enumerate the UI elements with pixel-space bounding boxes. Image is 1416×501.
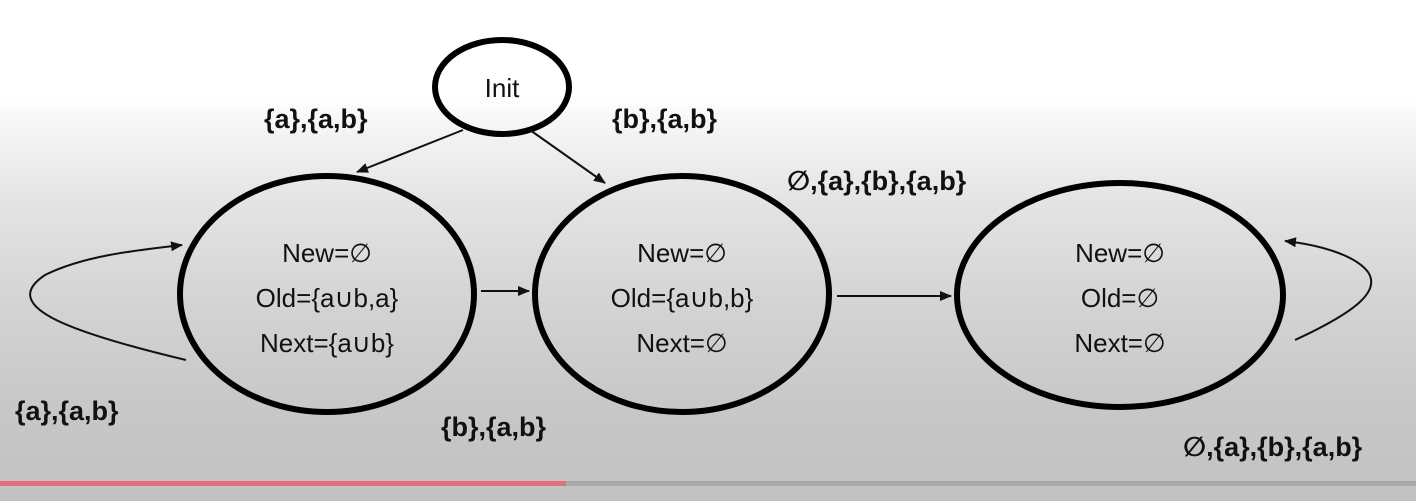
node-state-2: New=∅ Old={a∪b,b} Next=∅	[532, 173, 832, 415]
edge-state-3-self-loop	[1284, 237, 1373, 341]
node-state-2-old: Old={a∪b,b}	[611, 283, 754, 313]
node-state-1: New=∅ Old={a∪b,a} Next={a∪b}	[177, 173, 477, 415]
node-state-2-shape	[532, 173, 832, 415]
node-state-1-new: New=∅	[282, 238, 372, 268]
edge-label-init-to-state-2: {b},{a,b}	[612, 104, 718, 134]
node-init: Init	[432, 37, 572, 137]
edge-label-state-3-self-loop: ∅,{a},{b},{a,b}	[1183, 432, 1363, 462]
edge-init-to-state-2	[529, 129, 606, 184]
edge-init-to-state-1	[356, 129, 464, 173]
node-state-2-new: New=∅	[637, 238, 727, 268]
node-state-3-new: New=∅	[1075, 238, 1165, 268]
edge-label-state-1-to-state-2: {b},{a,b}	[441, 412, 547, 442]
node-state-3-next: Next=∅	[1074, 328, 1165, 358]
node-state-1-old: Old={a∪b,a}	[256, 283, 399, 313]
node-state-3-old: Old=∅	[1081, 283, 1159, 313]
node-init-shape	[432, 37, 572, 137]
edge-state-1-self-loop	[29, 241, 187, 361]
node-state-3: New=∅ Old=∅ Next=∅	[954, 180, 1286, 410]
edge-label-state-2-to-state-3: ∅,{a},{b},{a,b}	[787, 166, 967, 196]
node-state-1-shape	[177, 173, 477, 415]
video-progress-bar[interactable]	[0, 481, 1416, 486]
node-state-3-shape	[954, 180, 1286, 410]
node-state-2-next: Next=∅	[636, 328, 727, 358]
edge-label-state-1-self-loop: {a},{a,b}	[15, 396, 119, 426]
node-state-1-next: Next={a∪b}	[260, 328, 394, 358]
edge-label-init-to-state-1: {a},{a,b}	[264, 104, 368, 134]
node-init-label: Init	[485, 73, 520, 103]
video-progress-fill	[0, 481, 567, 486]
